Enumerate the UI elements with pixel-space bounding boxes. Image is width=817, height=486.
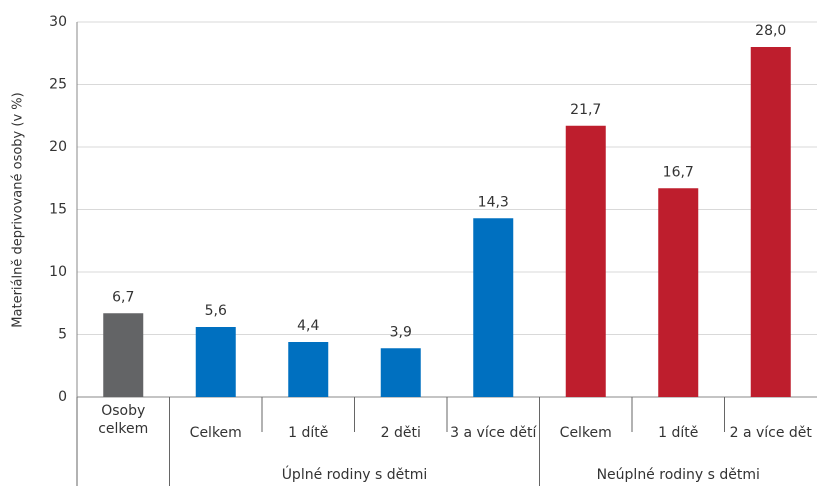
y-tick-label: 0 bbox=[58, 389, 67, 405]
value-label: 21,7 bbox=[570, 102, 601, 118]
y-tick-label: 10 bbox=[49, 264, 67, 280]
x-tick-label: 3 a více dětí bbox=[450, 425, 537, 441]
x-tick-label: 1 dítě bbox=[658, 425, 699, 441]
y-axis-label: Materiálně deprivované osoby (v %) bbox=[11, 92, 26, 327]
bar bbox=[473, 218, 514, 397]
y-tick-label: 5 bbox=[58, 327, 67, 343]
group-label: Neúplné rodiny s dětmi bbox=[596, 467, 760, 483]
value-label: 16,7 bbox=[663, 164, 694, 180]
x-tick-label: Celkem bbox=[189, 425, 242, 441]
bar bbox=[288, 342, 329, 397]
x-tick-label: 1 dítě bbox=[288, 425, 329, 441]
value-label: 5,6 bbox=[205, 303, 227, 319]
x-tick-label: 2 děti bbox=[380, 425, 421, 441]
bar bbox=[103, 313, 144, 397]
y-tick-label: 25 bbox=[49, 77, 67, 93]
y-tick-label: 30 bbox=[49, 14, 67, 30]
value-label: 3,9 bbox=[390, 324, 412, 340]
bar bbox=[565, 125, 606, 397]
value-label: 28,0 bbox=[755, 23, 786, 39]
value-label: 6,7 bbox=[112, 289, 134, 305]
value-label: 4,4 bbox=[297, 318, 319, 334]
value-label: 14,3 bbox=[478, 194, 509, 210]
group-label: Úplné rodiny s dětmi bbox=[281, 467, 428, 483]
x-tick-label: Osoby celkem bbox=[98, 403, 149, 437]
x-tick-label: Celkem bbox=[559, 425, 612, 441]
y-tick-label: 20 bbox=[49, 139, 67, 155]
bar bbox=[658, 188, 699, 397]
bar bbox=[195, 327, 236, 397]
y-tick-label: 15 bbox=[49, 202, 67, 218]
x-tick-label: 2 a více dět bbox=[729, 425, 812, 441]
bar bbox=[750, 47, 791, 397]
bar bbox=[380, 348, 421, 397]
